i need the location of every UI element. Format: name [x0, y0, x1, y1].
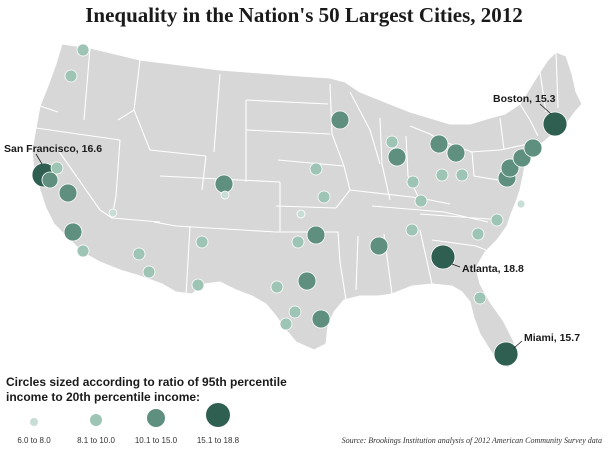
callout-boston: Boston, 15.3 [493, 93, 556, 105]
city-circle [455, 168, 469, 182]
city-circle [311, 309, 331, 329]
city-circle-miami [493, 341, 519, 367]
city-circle [142, 265, 156, 279]
city-circle [490, 213, 504, 227]
city-circles [31, 43, 568, 367]
legend-swatch-6-0-to-8-0 [30, 418, 38, 426]
city-circle [306, 225, 326, 245]
legend-swatch-10-1-to-15-0 [147, 409, 165, 427]
city-circle [369, 236, 389, 256]
callout-leaders [35, 103, 552, 349]
city-circle [108, 208, 118, 218]
city-circle [317, 190, 331, 204]
legend-swatch-8-1-to-10-0 [90, 414, 102, 426]
city-circle [214, 174, 234, 194]
city-circle [76, 244, 90, 258]
city-circle [414, 194, 428, 208]
city-circle [270, 280, 284, 294]
legend-label-8-1-to-10-0: 8.1 to 10.0 [77, 436, 115, 445]
legend-title-line1: Circles sized according to ratio of 95th… [6, 375, 287, 389]
city-circle [405, 223, 419, 237]
city-circle [309, 162, 323, 176]
city-circle [296, 209, 306, 219]
city-circle [191, 278, 205, 292]
city-circle [291, 235, 305, 249]
city-circle [279, 317, 293, 331]
city-circle [288, 305, 302, 319]
city-circle [471, 227, 485, 241]
city-circle [406, 175, 420, 189]
city-circle-atlanta [430, 244, 456, 270]
city-circle [523, 138, 543, 158]
city-circle [132, 247, 146, 261]
callout-atlanta: Atlanta, 18.8 [462, 263, 524, 275]
city-circle [297, 271, 317, 291]
city-circle [58, 183, 78, 203]
city-circle [435, 168, 449, 182]
legend: Circles sized according to ratio of 95th… [6, 375, 287, 445]
callout-san-francisco: San Francisco, 16.6 [4, 143, 102, 155]
callout-miami: Miami, 15.7 [524, 332, 580, 344]
city-circle [429, 134, 449, 154]
city-circle [330, 110, 350, 130]
legend-title-line2: income to 20th percentile income: [6, 390, 200, 404]
city-circle [41, 171, 59, 189]
city-circle [387, 147, 407, 167]
legend-label-15-1-to-18-8: 15.1 to 18.8 [197, 436, 240, 445]
city-circle [64, 69, 78, 83]
city-circle [385, 135, 399, 149]
state-borders [35, 47, 559, 301]
city-circle [516, 199, 526, 209]
legend-label-10-1-to-15-0: 10.1 to 15.0 [135, 436, 178, 445]
map-title: Inequality in the Nation's 50 Largest Ci… [85, 3, 523, 27]
source-note: Source: Brookings Institution analysis o… [342, 436, 602, 445]
city-circle [220, 190, 230, 200]
legend-swatch-15-1-to-18-8 [206, 403, 230, 427]
city-circle [446, 143, 466, 163]
city-circle [76, 43, 90, 57]
city-circle [63, 222, 83, 242]
legend-label-6-0-to-8-0: 6.0 to 8.0 [17, 436, 51, 445]
city-circle [195, 235, 209, 249]
city-circle [473, 291, 487, 305]
city-circle [50, 161, 64, 175]
city-circle-boston [542, 111, 568, 137]
